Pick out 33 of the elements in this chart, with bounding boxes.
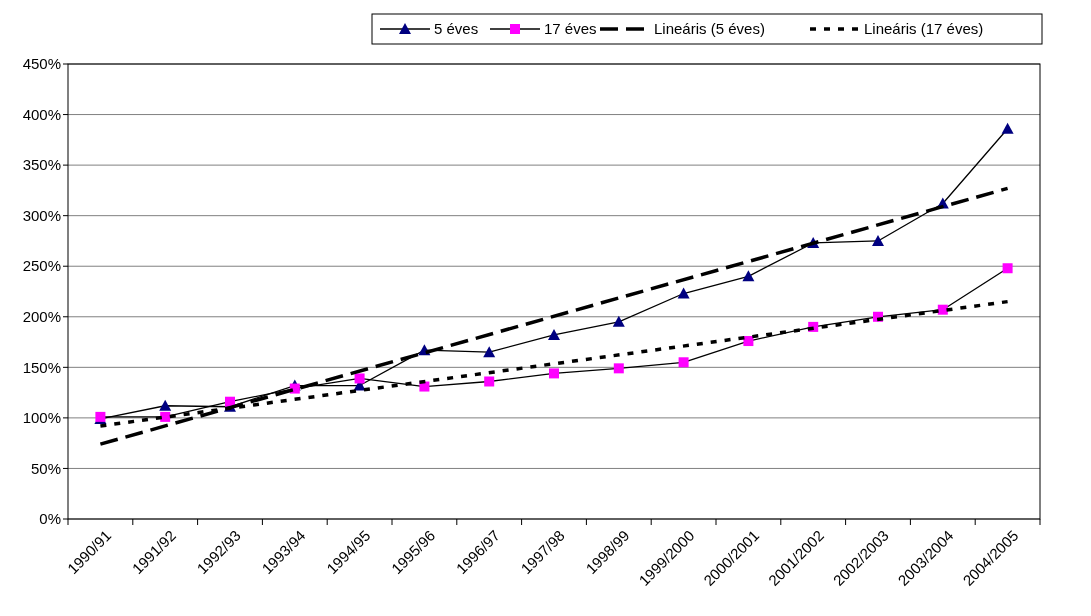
legend-label: Lineáris (17 éves): [864, 20, 984, 38]
legend-label: 5 éves: [434, 20, 479, 38]
point: [549, 368, 559, 379]
point: [612, 315, 625, 327]
point: [1001, 122, 1014, 134]
point: [354, 373, 365, 384]
y-tick-label: 250%: [22, 257, 61, 275]
point: [937, 304, 948, 315]
y-tick-label: 50%: [30, 459, 61, 477]
point: [743, 336, 754, 347]
point: [548, 328, 560, 340]
y-tick-label: 200%: [22, 308, 61, 326]
point: [872, 234, 884, 246]
y-tick-label: 400%: [22, 105, 61, 123]
y-tick-label: 450%: [22, 55, 61, 73]
point: [613, 363, 624, 374]
y-tick-label: 300%: [22, 206, 61, 224]
point: [1002, 263, 1013, 274]
point: [160, 411, 171, 422]
point: [289, 383, 300, 394]
y-tick-label: 350%: [22, 156, 61, 174]
point: [742, 270, 755, 282]
legend-label: Lineáris (5 éves): [654, 20, 765, 38]
point: [677, 287, 690, 299]
y-tick-label: 150%: [22, 358, 61, 376]
point: [483, 346, 496, 358]
point: [159, 399, 172, 411]
y-tick-label: 100%: [22, 409, 61, 427]
y-tick-label: 0%: [39, 510, 61, 528]
point: [678, 357, 689, 368]
point: [484, 376, 495, 387]
legend-label: 17 éves: [544, 20, 597, 38]
point: [419, 381, 430, 392]
